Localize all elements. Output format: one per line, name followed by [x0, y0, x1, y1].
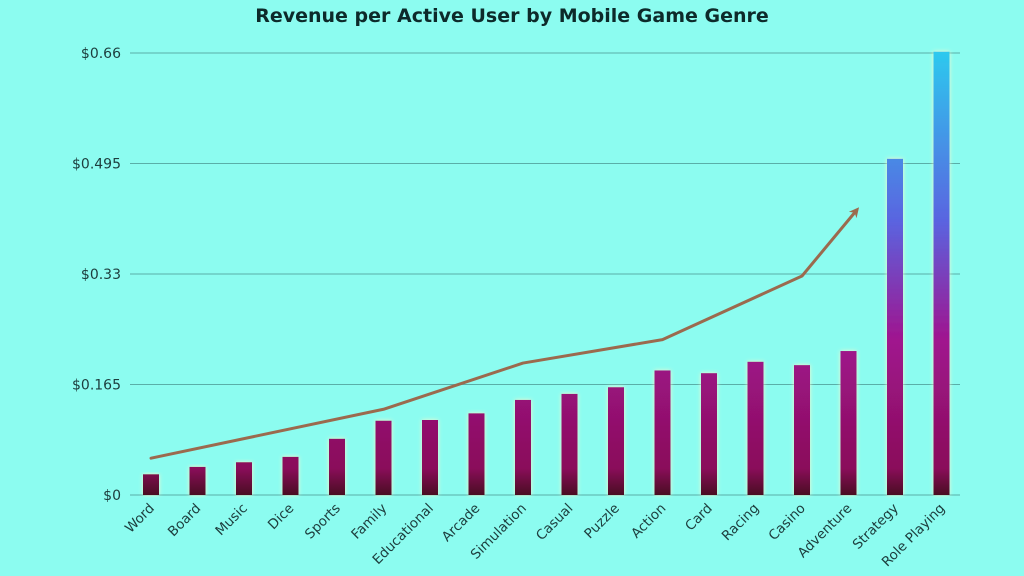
y-tick-label: $0.165: [72, 378, 121, 394]
bar-music: [236, 462, 252, 495]
gridlines: [130, 52, 960, 496]
y-tick-label: $0.495: [72, 157, 121, 173]
x-tick-label: Board: [165, 501, 204, 540]
y-tick-label: $0.33: [81, 267, 121, 283]
x-tick-label: Word: [122, 501, 158, 537]
x-tick-label: Sports: [302, 501, 344, 543]
bar-board: [189, 466, 206, 495]
bar-dice: [282, 456, 299, 495]
trend-line: [149, 207, 860, 460]
bar-action: [654, 370, 671, 495]
bar-educational: [422, 419, 438, 495]
chart-title: Revenue per Active User by Mobile Game G…: [255, 5, 769, 27]
y-tick-label: $0: [103, 488, 121, 504]
bar-sports: [329, 438, 345, 495]
y-tick-label: $0.66: [81, 46, 121, 62]
bar-casino: [794, 365, 810, 495]
bar-family: [375, 420, 392, 495]
bar-role-playing: [933, 51, 950, 495]
x-tick-label: Dice: [265, 501, 297, 533]
bar-arcade: [468, 413, 485, 495]
bar-strategy: [887, 158, 903, 495]
bar-racing: [747, 361, 764, 495]
bar-casual: [561, 393, 578, 495]
bars: [143, 51, 950, 495]
trend-line-group: [149, 207, 860, 460]
bar-card: [701, 373, 717, 495]
x-axis-ticks: Word Board Music Dice Sports FamilyEducationa…: [122, 501, 948, 571]
x-tick-label: Music: [212, 501, 250, 539]
bar-adventure: [840, 351, 857, 495]
y-axis-ticks: $0 $0.165 $0.33 $0.495 $0.66: [72, 46, 121, 504]
x-tick-label: Puzzle: [581, 501, 623, 543]
x-tick-label: Casino: [765, 501, 808, 544]
bar-puzzle: [608, 387, 624, 495]
x-tick-label: Action: [628, 501, 669, 542]
x-tick-label: Arcade: [439, 501, 484, 546]
x-tick-label: Racing: [719, 501, 763, 545]
x-tick-label: Card: [682, 501, 716, 535]
bar-simulation: [515, 399, 531, 495]
x-tick-label: Casual: [533, 501, 576, 544]
x-tick-label: Family: [348, 501, 390, 543]
bar-word: [143, 474, 159, 495]
